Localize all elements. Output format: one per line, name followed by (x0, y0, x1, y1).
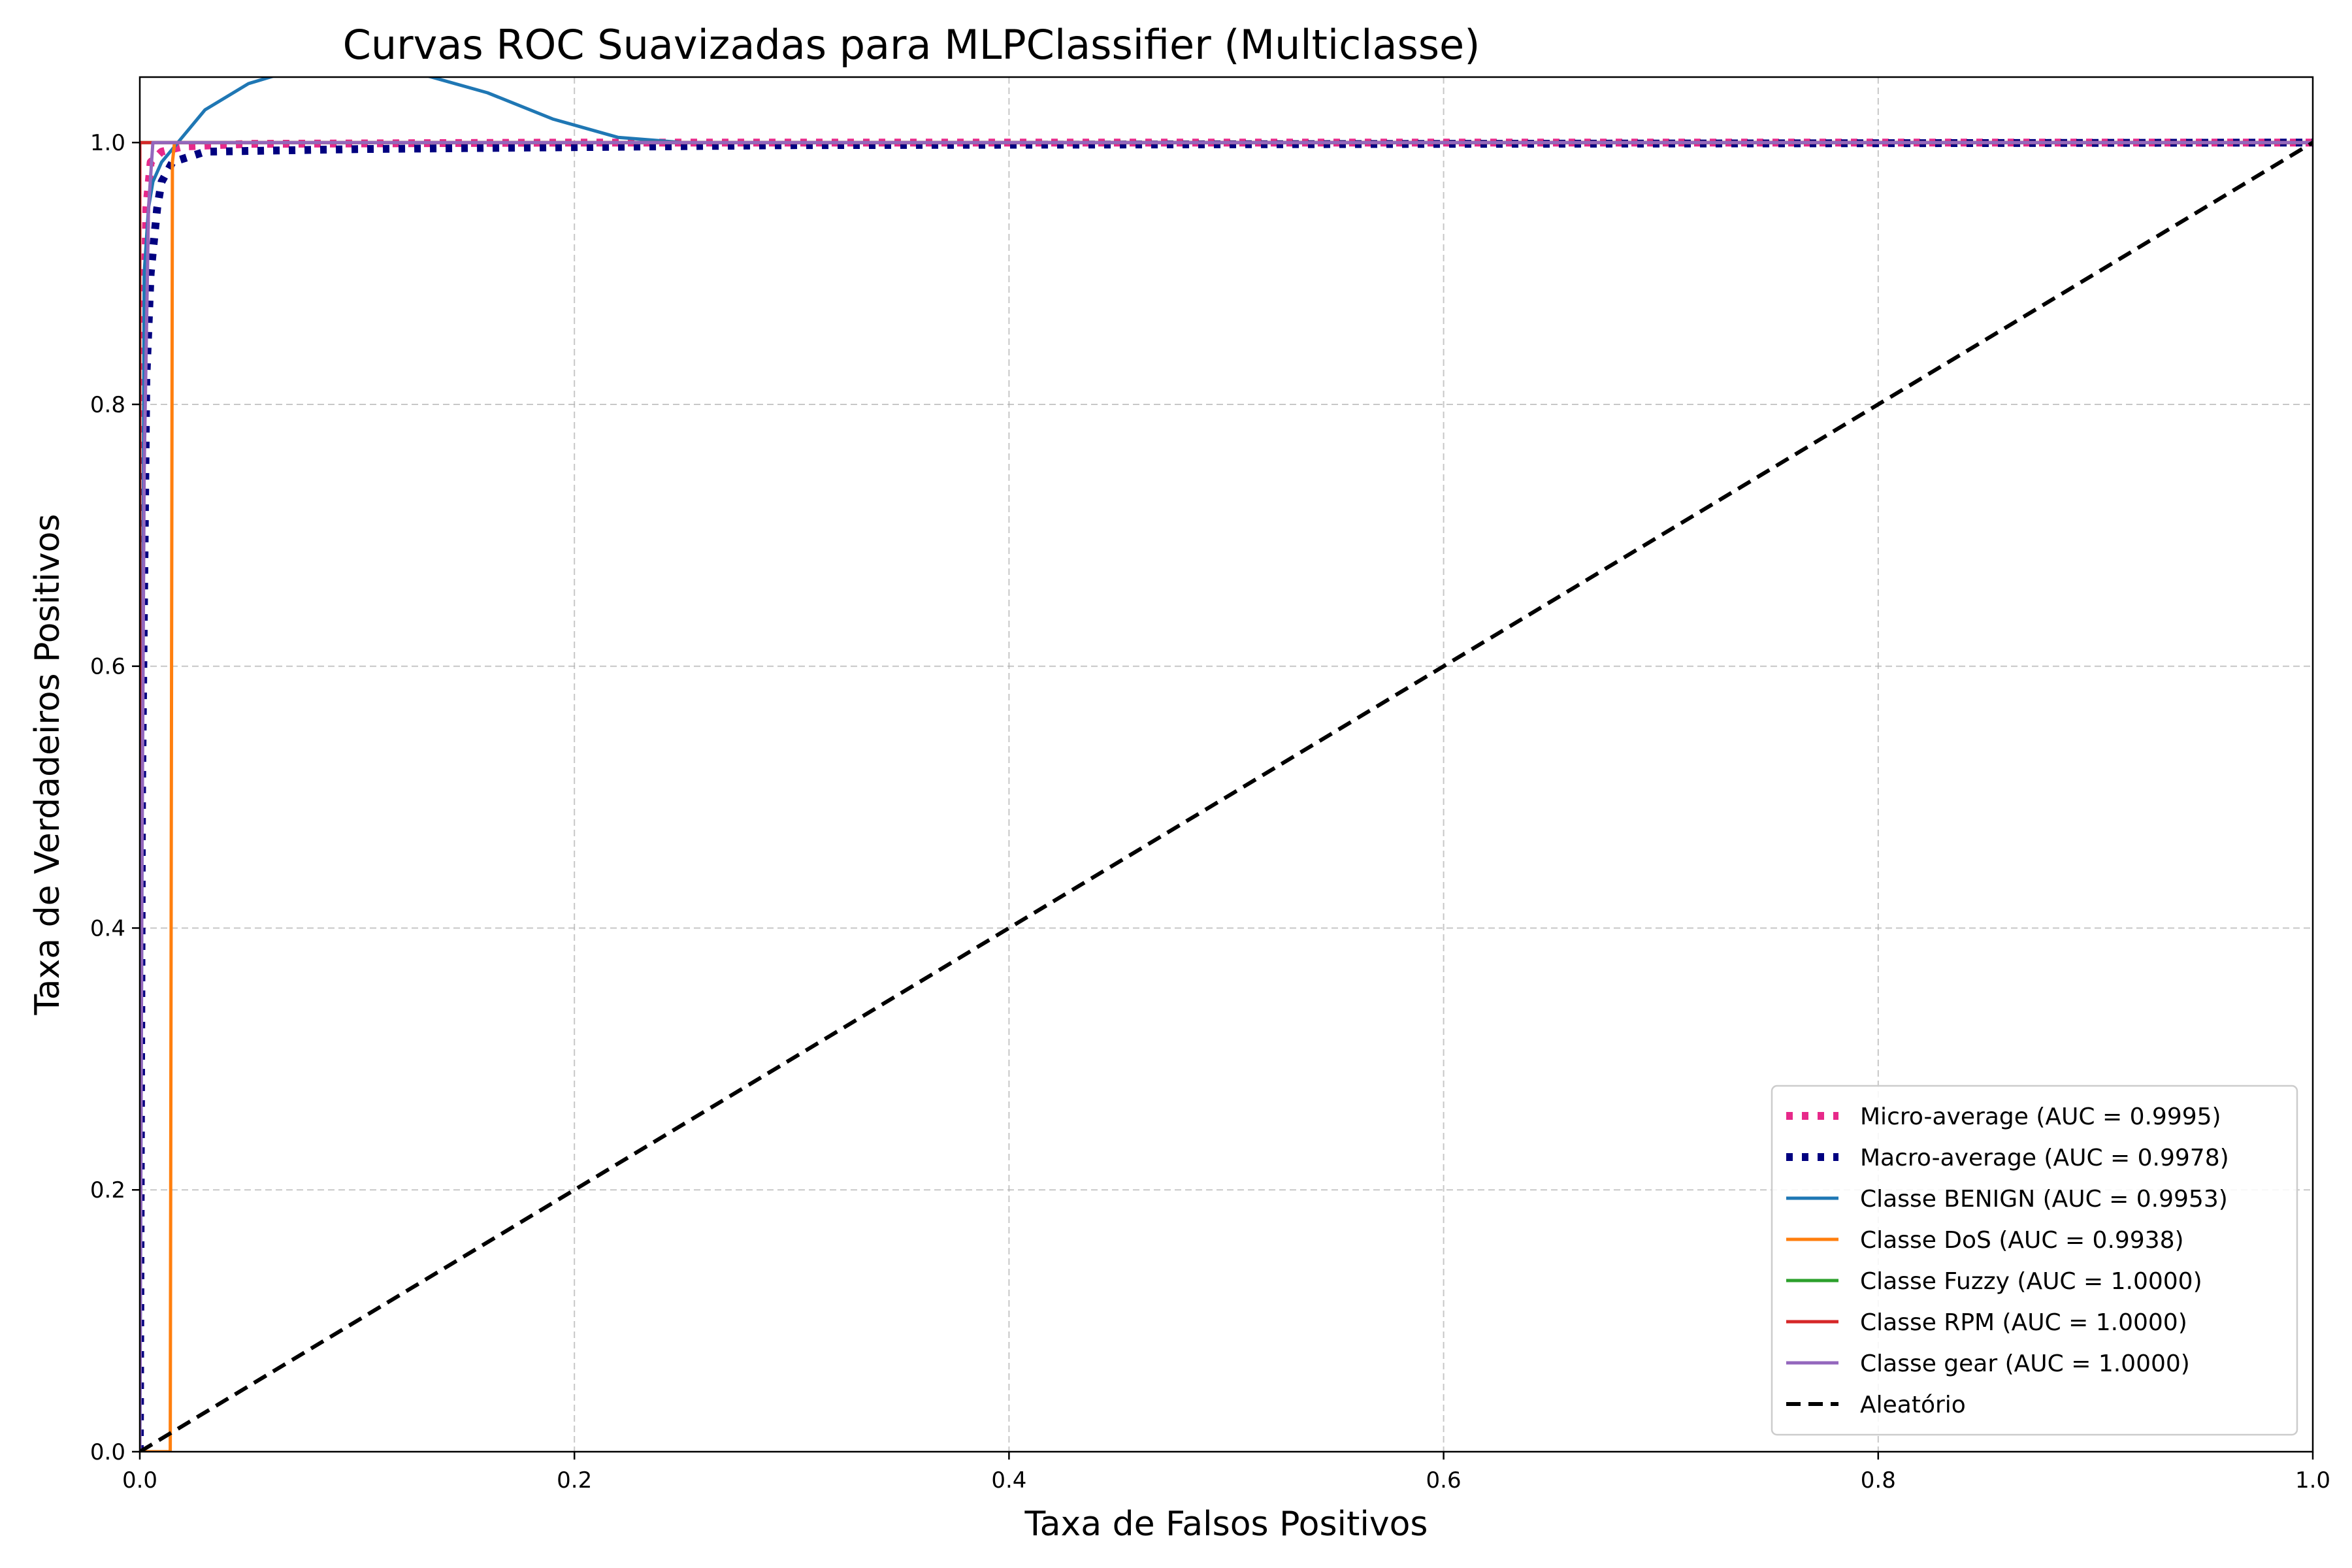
legend: Micro-average (AUC = 0.9995) Macro-averag… (1771, 1085, 2298, 1436)
y-ticks: 0.0 0.2 0.4 0.6 0.8 1.0 (90, 130, 140, 1465)
x-ticks: 0.0 0.2 0.4 0.6 0.8 1.0 (122, 1452, 2330, 1494)
y-tick-label: 0.2 (90, 1177, 125, 1203)
series-lines (140, 77, 2313, 1452)
plot-frame (139, 76, 2314, 1453)
x-tick-label: 0.0 (122, 1467, 157, 1494)
x-axis-title: Taxa de Falsos Positivos (1024, 1505, 1428, 1544)
legend-label: Classe Fuzzy (AUC = 1.0000) (1860, 1268, 2202, 1295)
x-tick-label: 1.0 (2295, 1467, 2330, 1494)
chart-title: Curvas ROC Suavizadas para MLPClassifier… (343, 21, 1480, 69)
x-tick-label: 0.2 (557, 1467, 592, 1494)
series-line-7 (140, 140, 2313, 1452)
x-tick-label: 0.4 (991, 1467, 1026, 1494)
y-tick-label: 0.4 (90, 915, 125, 941)
y-axis-title: Taxa de Verdadeiros Positivos (28, 514, 67, 1015)
y-tick-label: 0.8 (90, 392, 125, 418)
y-tick-label: 0.0 (90, 1439, 125, 1465)
legend-label: Micro-average (AUC = 0.9995) (1860, 1103, 2221, 1130)
legend-box (1771, 1085, 2298, 1436)
y-tick-label: 0.6 (90, 654, 125, 680)
x-tick-label: 0.6 (1426, 1467, 1462, 1494)
legend-label: Aleatório (1860, 1392, 1966, 1418)
legend-label: Classe gear (AUC = 1.0000) (1860, 1350, 2190, 1377)
legend-label: Classe DoS (AUC = 0.9938) (1860, 1227, 2184, 1254)
y-tick-label: 1.0 (90, 130, 125, 156)
legend-label: Classe BENIGN (AUC = 0.9953) (1860, 1186, 2228, 1213)
legend-label: Classe RPM (AUC = 1.0000) (1860, 1309, 2187, 1336)
series-line-6 (140, 140, 2313, 1452)
x-tick-label: 0.8 (1861, 1467, 1896, 1494)
legend-label: Macro-average (AUC = 0.9978) (1860, 1145, 2229, 1171)
